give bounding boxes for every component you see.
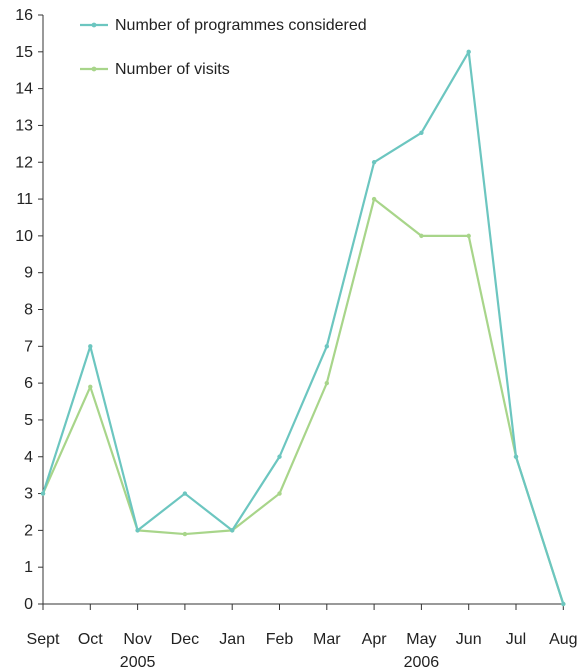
data-point (277, 491, 282, 496)
year-label: 2006 (404, 654, 440, 671)
y-tick-label: 15 (15, 44, 33, 61)
x-tick-label: Nov (123, 631, 151, 648)
data-point (513, 454, 519, 459)
y-tick-label: 4 (24, 449, 33, 466)
series-line (41, 197, 565, 606)
legend: Number of programmes considered Number of… (80, 17, 367, 78)
data-point (135, 528, 140, 533)
data-point (466, 49, 471, 55)
legend-label: Number of programmes considered (115, 17, 367, 34)
y-tick-label: 10 (15, 228, 33, 245)
x-tick-label: Feb (266, 631, 294, 648)
series-line (41, 50, 565, 606)
x-tick-label: Aug (549, 631, 577, 648)
y-tick-label: 9 (24, 265, 33, 282)
x-tick-label: Sept (27, 631, 60, 648)
data-point (230, 528, 235, 533)
y-tick-label: 16 (15, 7, 33, 24)
data-point (561, 601, 566, 607)
data-point (324, 380, 329, 386)
data-point (371, 196, 377, 202)
data-point (88, 384, 93, 390)
y-tick-label: 8 (24, 302, 33, 319)
data-point (277, 454, 282, 459)
x-tick-label: Oct (78, 631, 103, 648)
y-tick-label: 2 (24, 522, 33, 539)
y-tick-label: 3 (24, 486, 33, 503)
y-tick-label: 6 (24, 375, 33, 392)
data-point (88, 344, 93, 349)
y-tick-label: 1 (24, 559, 33, 576)
x-tick-label: Mar (313, 631, 341, 648)
x-tick-label: Apr (362, 631, 388, 648)
y-tick-label: 12 (15, 154, 33, 171)
data-point (419, 130, 424, 135)
x-tick-label: Dec (171, 631, 199, 648)
x-tick-label: Jun (456, 631, 482, 648)
y-tick-label: 14 (15, 81, 33, 98)
year-label: 2005 (120, 654, 156, 671)
series-lines (40, 49, 566, 607)
data-point (40, 491, 46, 496)
legend-marker (91, 66, 97, 72)
y-tick-label: 0 (24, 596, 33, 613)
y-tick-label: 13 (15, 117, 33, 134)
y-tick-label: 5 (24, 412, 33, 429)
x-tick-label: May (406, 631, 436, 648)
y-tick-label: 11 (16, 191, 33, 208)
legend-marker (91, 22, 97, 28)
data-point (182, 491, 188, 496)
legend-label: Number of visits (115, 61, 230, 78)
data-point (324, 344, 329, 349)
x-tick-label: Jan (219, 631, 245, 648)
y-tick-label: 7 (24, 338, 33, 355)
x-tick-label: Jul (506, 631, 526, 648)
data-point (182, 531, 188, 537)
data-point (371, 160, 377, 165)
data-point (466, 233, 471, 239)
data-point (419, 233, 424, 239)
